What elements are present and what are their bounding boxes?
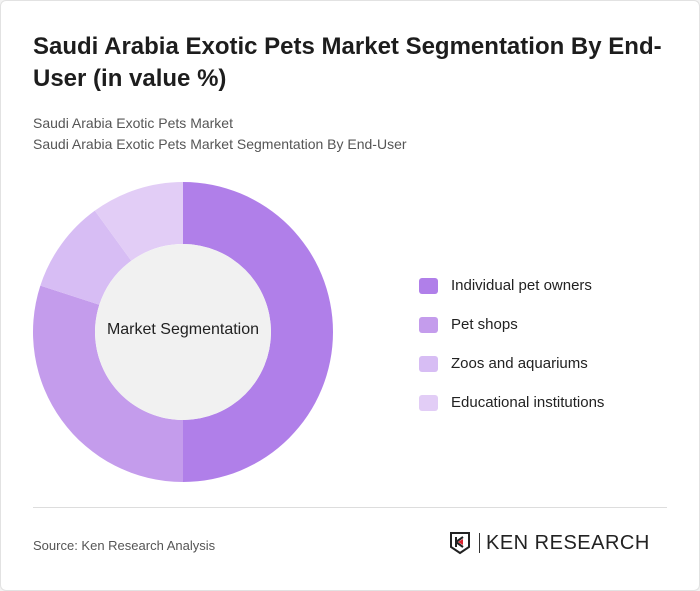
legend-swatch xyxy=(419,394,438,411)
legend-item: Individual pet owners xyxy=(419,266,604,305)
legend-item: Educational institutions xyxy=(419,383,604,422)
subtitle-market: Saudi Arabia Exotic Pets Market xyxy=(33,115,233,131)
donut-slice-individual-pet-owners xyxy=(183,182,333,482)
donut-chart xyxy=(32,182,333,482)
legend-item: Pet shops xyxy=(419,305,604,344)
legend-swatch xyxy=(419,316,438,333)
source-text: Source: Ken Research Analysis xyxy=(33,538,216,553)
legend-label: Individual pet owners xyxy=(451,277,592,294)
legend-label: Pet shops xyxy=(451,316,518,333)
footer-divider xyxy=(33,507,667,508)
ken-logo-icon xyxy=(450,532,470,555)
chart-title: Saudi Arabia Exotic Pets Market Segmenta… xyxy=(33,33,662,92)
donut-slice-zoos-and-aquariums xyxy=(40,210,132,305)
legend-item: Zoos and aquariums xyxy=(419,344,604,383)
legend: Individual pet owners Pet shops Zoos and… xyxy=(419,266,604,422)
legend-label: Educational institutions xyxy=(451,394,605,411)
donut-center-label: Market Segmentation xyxy=(106,321,260,338)
donut-slice-educational-institutions xyxy=(94,182,183,261)
ken-research-logo: KEN RESEARCH xyxy=(449,531,650,555)
donut-slice-pet-shops xyxy=(32,285,183,482)
donut-hole xyxy=(95,244,271,420)
legend-label: Zoos and aquariums xyxy=(451,355,588,372)
logo-text: KEN RESEARCH xyxy=(479,533,650,553)
subtitle-segmentation: Saudi Arabia Exotic Pets Market Segmenta… xyxy=(33,136,407,152)
legend-swatch xyxy=(419,277,438,294)
legend-swatch xyxy=(419,355,438,372)
